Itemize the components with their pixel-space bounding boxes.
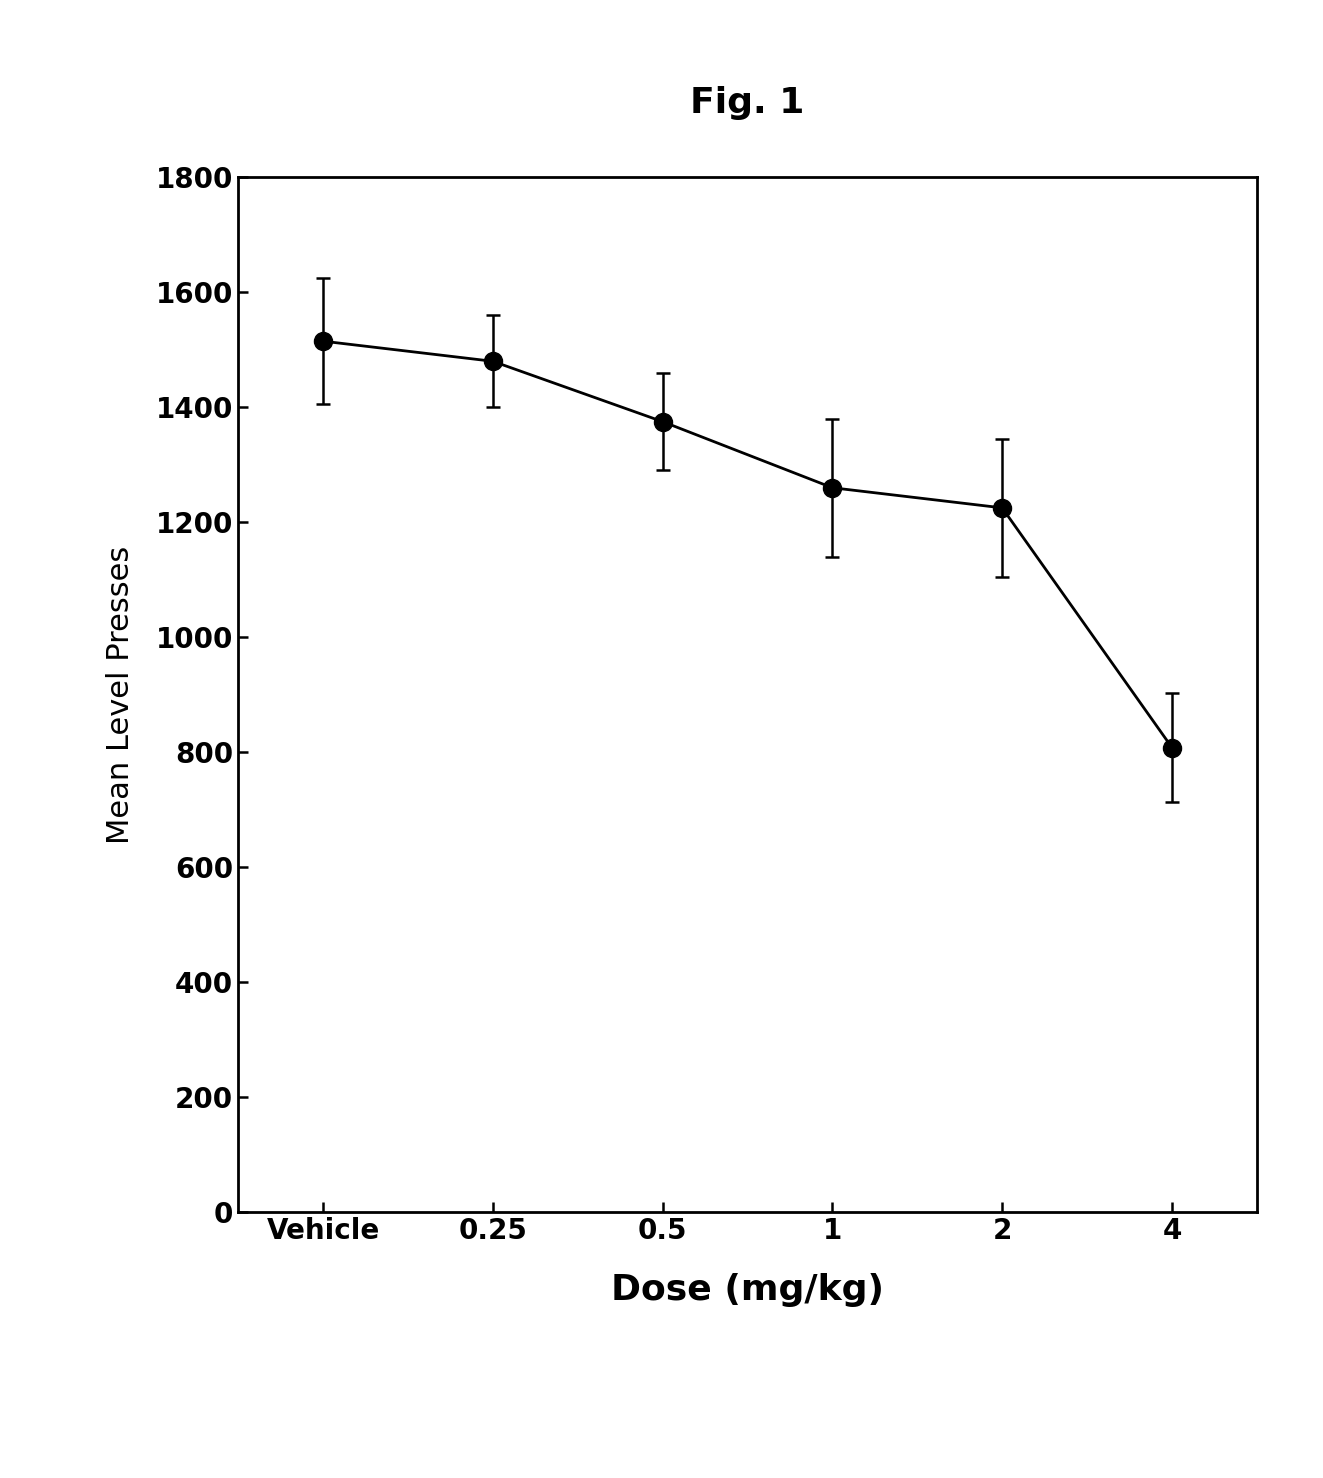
Text: Fig. 1: Fig. 1 xyxy=(691,86,804,121)
Y-axis label: Mean Level Presses: Mean Level Presses xyxy=(106,545,135,844)
X-axis label: Dose (mg/kg): Dose (mg/kg) xyxy=(611,1273,884,1307)
